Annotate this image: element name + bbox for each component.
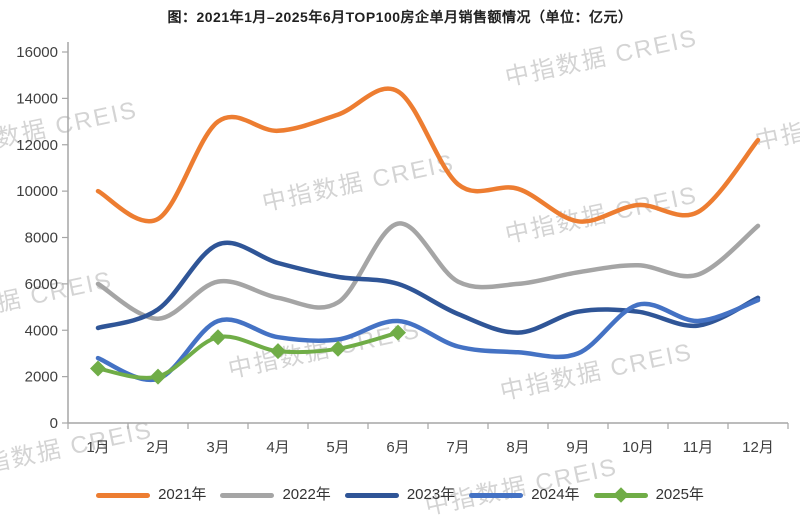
legend-label-2022: 2022年 [282,486,331,503]
series-line-2021年 [95,86,761,224]
series-line-2024年 [95,297,761,383]
chart-legend: 2021年 2022年 2023年 2024年 2025年 [0,485,800,505]
y-tick-label: 8000 [25,230,58,247]
y-tick-label: 12000 [16,137,58,154]
x-tick-label: 4月 [266,439,289,456]
legend-swatch-2023 [344,492,399,498]
y-tick-label: 0 [50,415,58,432]
x-tick-label: 11月 [683,439,714,456]
x-tick-label: 5月 [326,439,349,456]
y-tick-label: 4000 [25,322,58,339]
chart-title: 图：2021年1月–2025年6月TOP100房企单月销售额情况（单位：亿元） [167,9,633,25]
legend-label-2021: 2021年 [158,486,207,503]
x-tick-label: 2月 [146,439,169,456]
legend-swatch-2024 [469,492,524,498]
x-tick-label: 9月 [566,439,589,456]
legend-label-2024: 2024年 [531,486,580,503]
legend-label-2025: 2025年 [655,486,704,503]
series-line-2023年 [95,240,761,335]
x-tick-label: 7月 [446,439,469,456]
legend-label-2023: 2023年 [406,486,456,503]
x-tick-label: 12月 [742,439,774,456]
data-point-diamond-2025年 [390,324,406,341]
data-point-diamond-2025年 [90,360,106,377]
x-tick-label: 1月 [86,439,109,456]
series-line-2022年 [95,221,761,321]
legend-item-2021: 2021年 [96,485,206,505]
y-tick-label: 14000 [16,90,58,107]
legend-item-2023: 2023年 [344,485,456,505]
y-tick-label: 6000 [25,276,58,293]
legend-item-2025: 2025年 [593,485,704,505]
x-tick-label: 8月 [506,439,529,456]
y-tick-label: 16000 [16,44,58,61]
legend-swatch-2022 [220,492,275,498]
legend-swatch-2025 [593,487,648,503]
x-tick-label: 3月 [206,439,229,456]
x-tick-label: 10月 [622,439,654,456]
x-tick-label: 6月 [386,439,409,456]
series-line-2025年 [96,330,400,380]
legend-diamond-marker [612,487,629,503]
legend-item-2022: 2022年 [220,485,331,505]
y-tick-label: 10000 [16,183,58,200]
data-point-diamond-2025年 [270,343,286,360]
y-tick-label: 2000 [25,369,58,386]
data-point-diamond-2025年 [210,329,226,346]
data-point-diamond-2025年 [150,368,166,385]
legend-item-2024: 2024年 [469,485,580,505]
legend-swatch-2021 [96,492,151,498]
data-point-diamond-2025年 [330,340,346,357]
